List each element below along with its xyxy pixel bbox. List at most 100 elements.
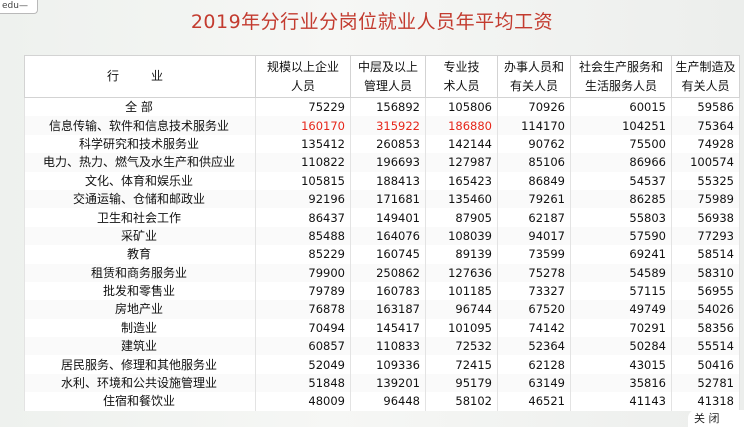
- industry-cell: 住宿和餐饮业: [24, 392, 256, 411]
- wage-value-cell: 79261: [497, 189, 571, 209]
- header-clerks: 办事人员和 有关人员: [497, 55, 571, 98]
- industry-cell: 房地产业: [24, 300, 256, 319]
- table-row: 建筑业 60857 110833 72532 52364 50284 55514: [24, 337, 740, 356]
- wage-value-cell: 49749: [570, 300, 672, 319]
- page-title: 2019年分行业分岗位就业人员年平均工资: [190, 11, 554, 33]
- wage-value-cell: 127636: [425, 263, 498, 282]
- wage-value-cell: 105806: [425, 97, 498, 117]
- wage-value-cell: 57115: [570, 281, 672, 301]
- wage-value-cell: 50416: [671, 355, 740, 374]
- wage-value-cell: 156892: [350, 97, 426, 117]
- industry-cell: 交通运输、仓储和邮政业: [24, 189, 256, 209]
- wage-value-cell: 70291: [570, 318, 672, 338]
- wage-value-cell: 59586: [671, 97, 740, 117]
- wage-value-cell: 110833: [350, 337, 426, 356]
- wage-value-cell: 86285: [570, 189, 672, 209]
- wage-value-cell: 75500: [570, 134, 672, 154]
- wage-value-cell: 56938: [671, 208, 740, 227]
- wage-value-cell: 50284: [570, 337, 672, 356]
- wage-value-cell: 188413: [350, 171, 426, 190]
- wage-value-cell: 54026: [671, 300, 740, 319]
- table-row: 全 部 75229 156892 105806 70926 60015 59586: [24, 97, 740, 117]
- wage-value-cell: 55803: [570, 208, 672, 227]
- industry-cell: 租赁和商务服务业: [24, 263, 256, 282]
- wage-value-cell: 160783: [350, 281, 426, 301]
- industry-cell: 教育: [24, 245, 256, 264]
- industry-cell: 电力、热力、燃气及水生产和供应业: [24, 153, 256, 172]
- wage-value-cell: 76878: [255, 300, 351, 319]
- table-row: 采矿业 85488 164076 108039 94017 57590 77293: [24, 226, 740, 246]
- wage-value-cell: 86437: [255, 208, 351, 227]
- wage-value-cell: 41318: [671, 392, 740, 411]
- wage-value-cell: 92196: [255, 189, 351, 209]
- wage-value-cell: 165423: [425, 171, 498, 190]
- wage-value-cell: 160170: [255, 116, 351, 135]
- wage-value-cell: 72532: [425, 337, 498, 356]
- table-row: 科学研究和技术服务业 135412 260853 142144 90762 75500 74…: [24, 134, 740, 154]
- wage-value-cell: 315922: [350, 116, 426, 135]
- wage-value-cell: 149401: [350, 208, 426, 227]
- industry-cell: 全 部: [24, 97, 256, 117]
- header-production-staff: 生产制造及 有关人员: [671, 55, 740, 98]
- wage-value-cell: 101185: [425, 281, 498, 301]
- wage-value-cell: 63149: [497, 373, 571, 393]
- wage-value-cell: 74142: [497, 318, 571, 338]
- wage-value-cell: 109336: [350, 355, 426, 374]
- wage-value-cell: 101095: [425, 318, 498, 338]
- corner-mark[interactable]: 关 闭: [688, 410, 744, 427]
- wage-value-cell: 58310: [671, 263, 740, 282]
- wage-value-cell: 171681: [350, 189, 426, 209]
- wage-value-cell: 110822: [255, 153, 351, 172]
- wage-value-cell: 89139: [425, 245, 498, 264]
- wage-value-cell: 145417: [350, 318, 426, 338]
- wage-value-cell: 135412: [255, 134, 351, 154]
- table-header-row: 行 业 规模以上企业 人员 中层及以上 管理人员 专业技 术人员 办事人员和 有关人员 …: [24, 55, 740, 98]
- table-row: 租赁和商务服务业 79900 250862 127636 75278 54589 58310: [24, 263, 740, 282]
- header-professionals: 专业技 术人员: [425, 55, 498, 98]
- wage-value-cell: 160745: [350, 245, 426, 264]
- wage-value-cell: 139201: [350, 373, 426, 393]
- wage-value-cell: 73327: [497, 281, 571, 301]
- wage-value-cell: 75989: [671, 189, 740, 209]
- table-row: 水利、环境和公共设施管理业 51848 139201 95179 63149 35816 5…: [24, 373, 740, 393]
- wage-value-cell: 79900: [255, 263, 351, 282]
- wage-table-container: 行 业 规模以上企业 人员 中层及以上 管理人员 专业技 术人员 办事人员和 有关人员 …: [24, 55, 740, 411]
- industry-cell: 制造业: [24, 318, 256, 338]
- wage-value-cell: 52364: [497, 337, 571, 356]
- wage-value-cell: 142144: [425, 134, 498, 154]
- wage-value-cell: 85229: [255, 245, 351, 264]
- wage-value-cell: 186880: [425, 116, 498, 135]
- industry-cell: 批发和零售业: [24, 281, 256, 301]
- wage-value-cell: 62187: [497, 208, 571, 227]
- wage-value-cell: 90762: [497, 134, 571, 154]
- wage-value-cell: 46521: [497, 392, 571, 411]
- wage-value-cell: 79789: [255, 281, 351, 301]
- wage-value-cell: 58514: [671, 245, 740, 264]
- wage-value-cell: 43015: [570, 355, 672, 374]
- wage-value-cell: 67520: [497, 300, 571, 319]
- wage-value-cell: 55325: [671, 171, 740, 190]
- table-row: 制造业 70494 145417 101095 74142 70291 58356: [24, 318, 740, 338]
- wage-value-cell: 85488: [255, 226, 351, 246]
- wage-value-cell: 35816: [570, 373, 672, 393]
- wage-value-cell: 41143: [570, 392, 672, 411]
- table-row: 批发和零售业 79789 160783 101185 73327 57115 56955: [24, 281, 740, 301]
- header-industry: 行 业: [24, 55, 256, 98]
- wage-value-cell: 127987: [425, 153, 498, 172]
- wage-value-cell: 75278: [497, 263, 571, 282]
- header-service-staff: 社会生产服务和 生活服务人员: [570, 55, 672, 98]
- wage-value-cell: 60015: [570, 97, 672, 117]
- industry-cell: 文化、体育和娱乐业: [24, 171, 256, 190]
- wage-value-cell: 94017: [497, 226, 571, 246]
- wage-value-cell: 58356: [671, 318, 740, 338]
- wage-value-cell: 96448: [350, 392, 426, 411]
- wage-value-cell: 77293: [671, 226, 740, 246]
- wage-value-cell: 52049: [255, 355, 351, 374]
- industry-cell: 科学研究和技术服务业: [24, 134, 256, 154]
- header-enterprise-staff: 规模以上企业 人员: [255, 55, 351, 98]
- wage-value-cell: 54537: [570, 171, 672, 190]
- wage-value-cell: 260853: [350, 134, 426, 154]
- wage-value-cell: 75364: [671, 116, 740, 135]
- wage-value-cell: 73599: [497, 245, 571, 264]
- wage-table: 行 业 规模以上企业 人员 中层及以上 管理人员 专业技 术人员 办事人员和 有关人员 …: [24, 55, 740, 411]
